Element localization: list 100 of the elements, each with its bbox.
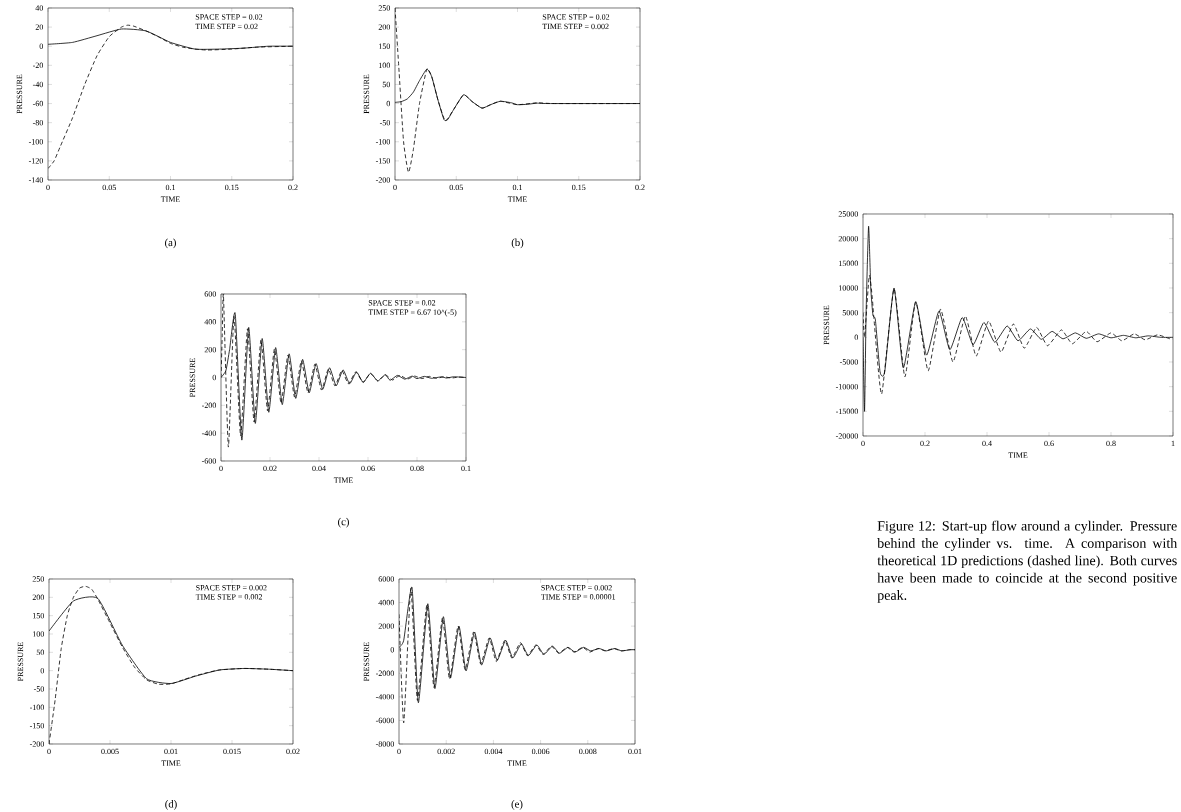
x-axis-title: TIME	[1008, 452, 1028, 458]
y-tick-label: -400	[201, 430, 216, 436]
y-tick-label: -200	[29, 741, 44, 747]
y-tick-label: 600	[204, 291, 216, 297]
y-tick-label: 400	[204, 319, 216, 325]
x-tick-label: 0.2	[920, 440, 930, 447]
x-tick-label: 0.15	[225, 184, 239, 191]
x-tick-label: 0.005	[101, 748, 119, 755]
y-tick-label: -100	[28, 139, 43, 145]
annotation: SPACE STEP = 0.02	[542, 14, 610, 20]
y-tick-label: -100	[375, 139, 390, 145]
y-tick-label: -2000	[375, 670, 394, 676]
x-axis-title: TIME	[161, 760, 181, 766]
x-tick-label: 0.04	[312, 465, 326, 472]
annotation: SPACE STEP = 0.02	[195, 14, 263, 20]
x-tick-label: 0.01	[164, 748, 178, 755]
y-tick-label: 100	[379, 62, 390, 69]
annotation: TIME STEP = 0.002	[542, 23, 609, 30]
x-tick-label: 0.01	[628, 748, 642, 755]
x-tick-label: 0.05	[102, 184, 116, 191]
y-tick-label: 0	[854, 334, 858, 341]
x-tick-label: 0.05	[449, 184, 463, 191]
annotation: SPACE STEP = 0.02	[368, 300, 436, 306]
y-tick-label: -200	[375, 177, 390, 183]
y-tick-label: 250	[378, 5, 390, 11]
annotation: TIME STEP = 0.02	[195, 23, 258, 30]
annotation: TIME STEP = 0.002	[195, 594, 262, 600]
x-tick-label: 0.02	[263, 465, 277, 472]
x-tick-label: 0.02	[286, 748, 300, 755]
x-axis-title: TIME	[333, 477, 353, 483]
y-tick-label: 200	[378, 24, 390, 30]
y-tick-label: 200	[32, 594, 44, 601]
x-tick-label: 0.006	[531, 748, 550, 755]
y-tick-label: 20	[35, 24, 43, 30]
y-axis-title: PRESSURE	[363, 74, 370, 114]
x-tick-label: 0	[397, 748, 401, 755]
x-tick-label: 0.2	[635, 184, 645, 191]
text: (b)	[511, 238, 524, 249]
y-tick-label: 15000	[839, 260, 858, 267]
y-tick-label: 6000	[378, 576, 394, 582]
x-tick-label: 0.2	[288, 184, 298, 191]
y-tick-label: 2000	[378, 623, 394, 629]
y-tick-label: 20000	[838, 235, 858, 242]
y-tick-label: 0	[39, 43, 43, 49]
x-tick-label: 0	[219, 465, 223, 472]
y-tick-label: -100	[29, 704, 44, 711]
y-tick-label: 0	[40, 667, 44, 674]
y-tick-label: -8000	[375, 741, 394, 747]
text: (a)	[165, 238, 176, 249]
y-tick-label: 40	[35, 5, 43, 11]
x-tick-label: 0.06	[361, 465, 375, 472]
x-axis-title: TIME	[507, 760, 527, 766]
x-axis-title: TIME	[507, 196, 527, 202]
x-tick-label: 0.1	[165, 184, 176, 191]
y-tick-label: 25000	[838, 211, 858, 217]
text: (e)	[511, 800, 523, 810]
y-axis-title: PRESSURE	[189, 358, 196, 398]
x-tick-label: 1	[1171, 440, 1175, 446]
y-tick-label: -600	[201, 458, 216, 464]
x-tick-label: 0	[46, 184, 50, 191]
x-tick-label: 0	[47, 748, 51, 755]
y-tick-label: -15000	[835, 408, 858, 415]
x-tick-label: 0.008	[579, 748, 597, 755]
y-tick-label: -60	[32, 100, 43, 107]
y-tick-label: -20000	[835, 433, 858, 439]
y-tick-label: 0	[212, 374, 216, 381]
x-tick-label: 0	[861, 440, 865, 447]
annotation: SPACE STEP = 0.002	[541, 585, 612, 591]
y-tick-label: 50	[382, 81, 390, 88]
text: (c)	[338, 517, 349, 528]
y-axis-title: PRESSURE	[17, 642, 24, 682]
y-tick-label: 100	[33, 631, 44, 637]
y-tick-label: 4000	[378, 599, 394, 606]
y-axis-title: PRESSURE	[16, 74, 23, 114]
y-tick-label: -20	[32, 62, 43, 69]
x-tick-label: 0.015	[223, 748, 241, 755]
x-tick-label: 0.8	[1106, 440, 1116, 447]
x-tick-label: 0.15	[572, 184, 586, 191]
y-tick-label: 5000	[842, 309, 858, 316]
y-tick-label: -50	[379, 119, 390, 126]
y-axis-title: PRESSURE	[363, 642, 370, 682]
x-tick-label: 0.4	[982, 440, 992, 447]
y-tick-label: -4000	[375, 694, 394, 700]
y-tick-label: -150	[29, 722, 44, 729]
annotation: SPACE STEP = 0.002	[196, 585, 267, 591]
x-tick-label: 0.08	[410, 465, 424, 472]
x-tick-label: 0.004	[484, 748, 503, 755]
y-tick-label: -80	[32, 119, 43, 126]
y-tick-label: 50	[36, 649, 44, 656]
y-tick-label: -50	[33, 686, 44, 692]
text: (d)	[165, 800, 177, 810]
caption: Figure 12: Start-up flow around a cylinder. Pressure behind the cylinder vs. time. A comparison with theoretical 1D predictions (dashed line). Both curves have been made to coincide at the second positive peak.	[877, 520, 1178, 603]
y-tick-label: 150	[379, 43, 390, 49]
annotation: TIME STEP = 0.00001	[541, 594, 616, 600]
x-tick-label: 0.6	[1044, 440, 1054, 447]
x-tick-label: 0.1	[461, 465, 471, 472]
y-tick-label: 200	[204, 346, 216, 353]
y-tick-label: -200	[201, 402, 216, 409]
y-tick-label: -5000	[839, 359, 858, 365]
y-tick-label: -150	[375, 158, 390, 164]
